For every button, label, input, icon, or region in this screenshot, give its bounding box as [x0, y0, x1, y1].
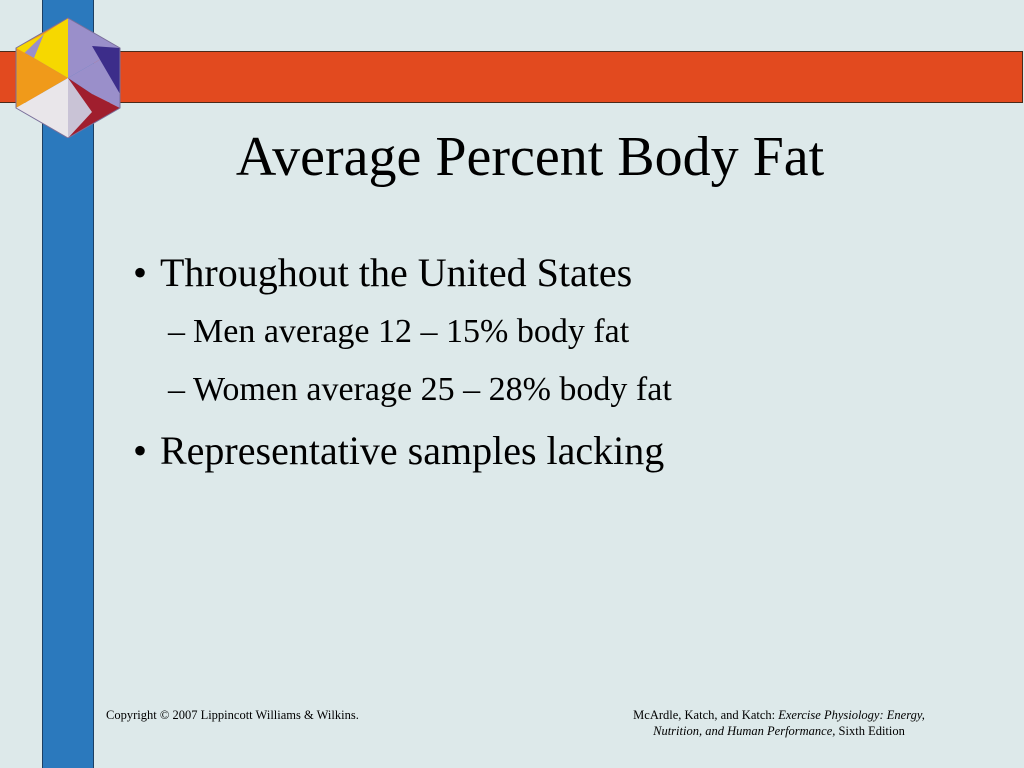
sub-bullet-text: Women average 25 – 28% body fat	[193, 371, 672, 408]
sub-bullet-item: – Men average 12 – 15% body fat	[168, 308, 980, 356]
header-accent-bar	[0, 51, 1023, 103]
sub-bullet-item: – Women average 25 – 28% body fat	[168, 366, 980, 414]
bullet-marker: •	[132, 428, 147, 473]
sub-bullet-marker: –	[168, 371, 185, 408]
bullet-list: • Throughout the United States – Men ave…	[120, 246, 980, 486]
citation-title-line1: Exercise Physiology: Energy,	[778, 708, 925, 722]
bullet-text: Throughout the United States	[160, 250, 633, 295]
citation: McArdle, Katch, and Katch: Exercise Phys…	[604, 707, 954, 739]
bullet-marker: •	[132, 250, 147, 295]
bullet-text: Representative samples lacking	[160, 428, 665, 473]
citation-title-line2: Nutrition, and Human Performance,	[653, 724, 836, 738]
citation-authors: McArdle, Katch, and Katch:	[633, 708, 776, 722]
cube-logo-icon	[15, 17, 121, 138]
sub-bullet-marker: –	[168, 313, 185, 350]
copyright-notice: Copyright © 2007 Lippincott Williams & W…	[106, 708, 359, 722]
bullet-item: • Representative samples lacking	[120, 424, 980, 478]
bullet-item: • Throughout the United States	[120, 246, 980, 300]
sub-bullet-text: Men average 12 – 15% body fat	[193, 313, 630, 350]
citation-edition: Sixth Edition	[838, 724, 905, 738]
slide-title: Average Percent Body Fat	[235, 126, 825, 188]
